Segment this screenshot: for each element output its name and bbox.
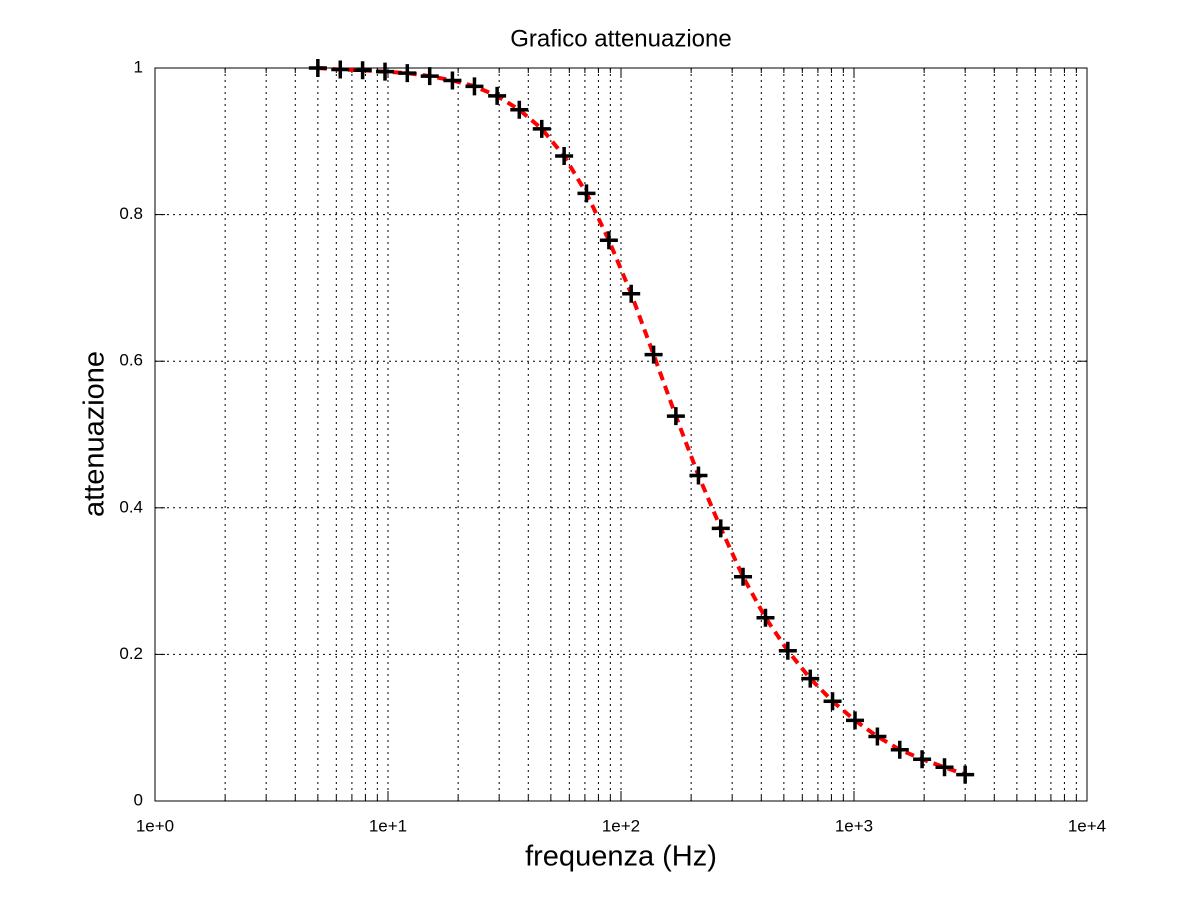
data-point	[353, 61, 372, 80]
data-point	[555, 146, 574, 165]
data-point	[778, 641, 797, 660]
data-point	[488, 86, 507, 105]
data-point	[711, 519, 730, 538]
data-point	[308, 59, 327, 77]
data-point	[398, 64, 417, 83]
data-point	[913, 750, 932, 769]
data-point	[331, 60, 350, 79]
data-point	[420, 67, 439, 86]
y-tick-label: 1	[134, 57, 143, 76]
data-point	[689, 466, 708, 485]
y-axis-label: attenuazione	[79, 351, 111, 517]
data-point	[577, 184, 596, 203]
data-point	[465, 77, 484, 96]
x-tick-label: 1e+1	[369, 816, 407, 835]
plot-frame	[154, 67, 1088, 802]
data-point	[956, 765, 975, 784]
y-tick-label: 0.2	[119, 644, 143, 663]
x-tick-label: 1e+2	[602, 816, 640, 835]
data-point	[734, 567, 753, 586]
data-point	[666, 407, 685, 426]
data-point	[376, 62, 395, 81]
data-point	[935, 758, 954, 777]
x-tick-label: 1e+4	[1068, 816, 1106, 835]
chart-title: Grafico attenuazione	[510, 25, 731, 52]
x-tick-label: 1e+3	[835, 816, 873, 835]
data-point	[622, 284, 641, 303]
x-axis-label: frequenza (Hz)	[525, 841, 717, 873]
data-point	[443, 71, 462, 90]
data-point	[599, 231, 618, 250]
data-point	[644, 345, 663, 364]
x-tick-label: 1e+0	[136, 816, 174, 835]
y-tick-label: 0	[134, 790, 143, 809]
data-point	[532, 119, 551, 138]
data-point	[801, 669, 820, 688]
data-point	[890, 740, 909, 759]
data-point	[846, 711, 865, 730]
data-point	[756, 608, 775, 627]
data-point	[868, 727, 887, 746]
data-point	[823, 692, 842, 711]
y-tick-label: 0.8	[119, 204, 143, 223]
data-point	[510, 100, 529, 119]
y-tick-label: 0.4	[119, 497, 143, 516]
y-tick-label: 0.6	[119, 351, 143, 370]
